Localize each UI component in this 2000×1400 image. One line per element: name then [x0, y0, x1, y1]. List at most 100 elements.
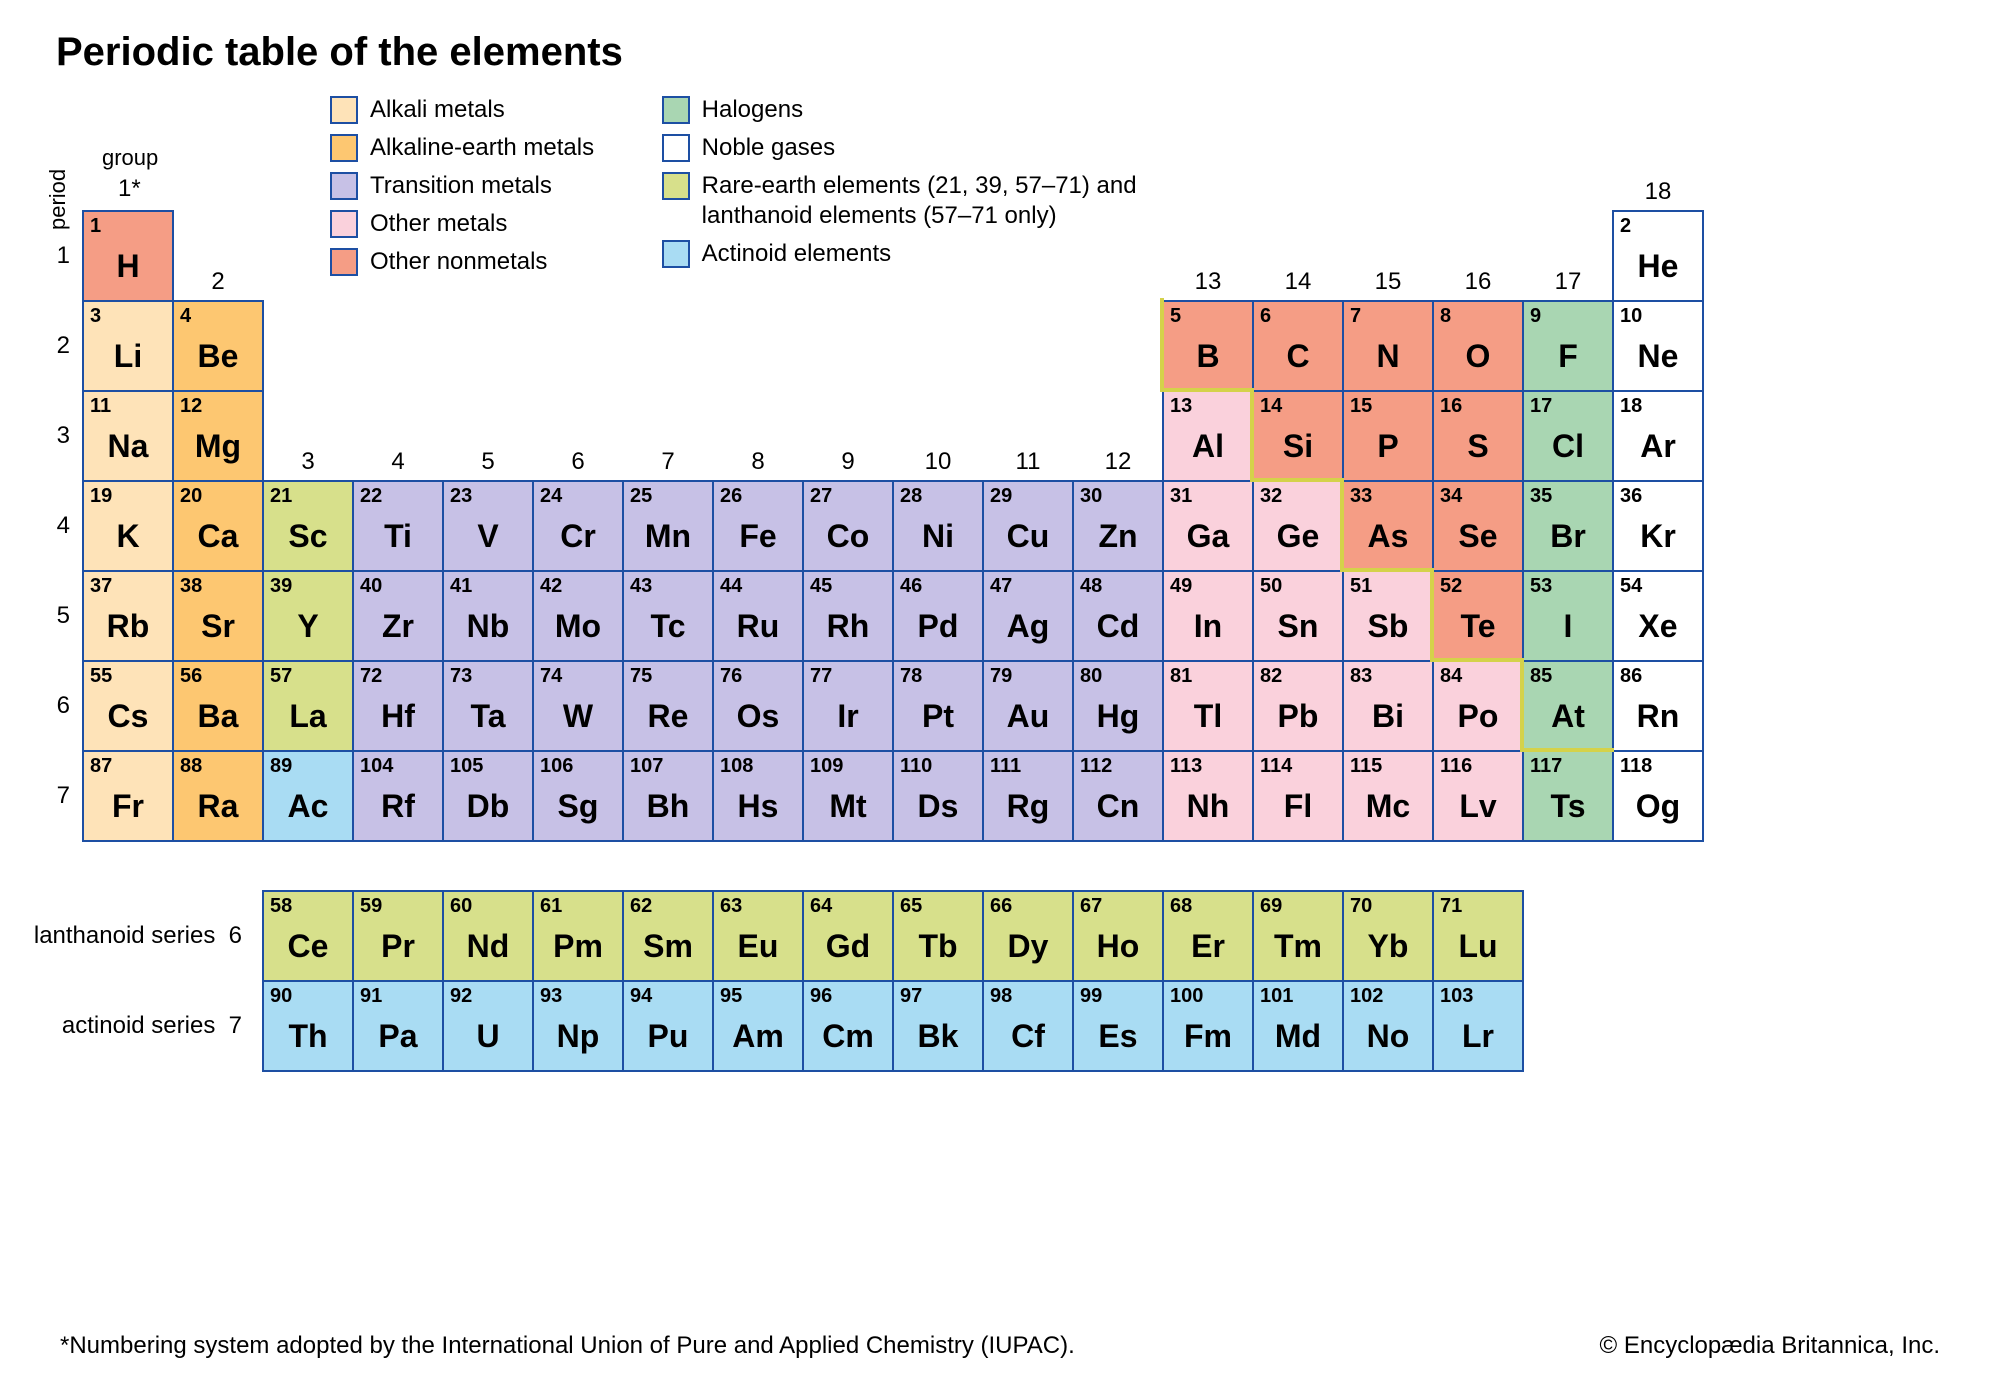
group-label-3: 3 — [262, 448, 354, 476]
element-symbol: Ti — [360, 520, 436, 552]
element-cell-Ru: 44Ru — [712, 570, 804, 662]
element-symbol: Sn — [1260, 610, 1336, 642]
element-symbol: H — [90, 250, 166, 282]
legend-item: Noble gases — [662, 133, 1202, 163]
atomic-number: 54 — [1620, 576, 1696, 596]
atomic-number: 1 — [90, 216, 166, 236]
element-cell-Mt: 109Mt — [802, 750, 894, 842]
group-label-15: 15 — [1342, 268, 1434, 296]
element-symbol: Li — [90, 340, 166, 372]
atomic-number: 102 — [1350, 986, 1426, 1006]
legend-item: Other metals — [330, 209, 655, 239]
element-cell-Y: 39Y — [262, 570, 354, 662]
footer-note: *Numbering system adopted by the Interna… — [60, 1332, 1075, 1360]
element-cell-Md: 101Md — [1252, 980, 1344, 1072]
element-cell-Ar: 18 Ar — [1612, 390, 1704, 482]
element-symbol: Pm — [540, 930, 616, 962]
element-symbol: Y — [270, 610, 346, 642]
element-symbol: At — [1530, 700, 1606, 732]
element-cell-Na: 11Na — [82, 390, 174, 482]
element-symbol: F — [1530, 340, 1606, 372]
element-symbol: I — [1530, 610, 1606, 642]
element-symbol: Sm — [630, 930, 706, 962]
element-symbol: Ar — [1620, 430, 1696, 462]
element-symbol: Ir — [810, 700, 886, 732]
atomic-number: 3 — [90, 306, 166, 326]
atomic-number: 116 — [1440, 756, 1516, 776]
atomic-number: 42 — [540, 576, 616, 596]
atomic-number: 63 — [720, 896, 796, 916]
element-symbol: Ca — [180, 520, 256, 552]
group-label-12: 12 — [1072, 448, 1164, 476]
footer: *Numbering system adopted by the Interna… — [60, 1332, 1940, 1360]
element-symbol: Mo — [540, 610, 616, 642]
atomic-number: 18 — [1620, 396, 1696, 416]
element-symbol: Rn — [1620, 700, 1696, 732]
element-symbol: Ge — [1260, 520, 1336, 552]
element-symbol: Nd — [450, 930, 526, 962]
element-cell-Fr: 87Fr — [82, 750, 174, 842]
element-symbol: Mc — [1350, 790, 1426, 822]
atomic-number: 107 — [630, 756, 706, 776]
element-cell-La: 57La — [262, 660, 354, 752]
atomic-number: 83 — [1350, 666, 1426, 686]
atomic-number: 108 — [720, 756, 796, 776]
element-symbol: Er — [1170, 930, 1246, 962]
element-cell-B: 5B — [1162, 300, 1254, 392]
element-cell-W: 74W — [532, 660, 624, 752]
element-symbol: Re — [630, 700, 706, 732]
element-symbol: Dy — [990, 930, 1066, 962]
element-cell-Hs: 108 Hs — [712, 750, 804, 842]
element-symbol: Hs — [720, 790, 796, 822]
element-cell-Re: 75Re — [622, 660, 714, 752]
element-symbol: V — [450, 520, 526, 552]
legend-swatch — [330, 248, 358, 276]
element-symbol: Rg — [990, 790, 1066, 822]
atomic-number: 52 — [1440, 576, 1516, 596]
element-cell-Ir: 77 Ir — [802, 660, 894, 752]
atomic-number: 80 — [1080, 666, 1156, 686]
element-cell-Bk: 97Bk — [892, 980, 984, 1072]
element-cell-Tc: 43Tc — [622, 570, 714, 662]
element-symbol: He — [1620, 250, 1696, 282]
atomic-number: 29 — [990, 486, 1066, 506]
legend-item: Alkali metals — [330, 95, 655, 125]
element-cell-Ne: 10Ne — [1612, 300, 1704, 392]
element-symbol: Mn — [630, 520, 706, 552]
element-cell-Ra: 88Ra — [172, 750, 264, 842]
atomic-number: 4 — [180, 306, 256, 326]
atomic-number: 105 — [450, 756, 526, 776]
atomic-number: 58 — [270, 896, 346, 916]
element-cell-Ti: 22Ti — [352, 480, 444, 572]
element-symbol: Fl — [1260, 790, 1336, 822]
element-symbol: Po — [1440, 700, 1516, 732]
atomic-number: 77 — [810, 666, 886, 686]
element-cell-Ca: 20Ca — [172, 480, 264, 572]
group-label-8: 8 — [712, 448, 804, 476]
legend-swatch — [330, 172, 358, 200]
element-symbol: Bk — [900, 1020, 976, 1052]
legend-item: Halogens — [662, 95, 1202, 125]
element-cell-As: 33As — [1342, 480, 1434, 572]
series-label: lanthanoid series 6 — [32, 922, 242, 950]
atomic-number: 21 — [270, 486, 346, 506]
element-symbol: Pa — [360, 1020, 436, 1052]
period-label-2: 2 — [46, 332, 70, 360]
atomic-number: 9 — [1530, 306, 1606, 326]
element-symbol: Cf — [990, 1020, 1066, 1052]
element-symbol: Nh — [1170, 790, 1246, 822]
element-symbol: Cl — [1530, 430, 1606, 462]
atomic-number: 31 — [1170, 486, 1246, 506]
legend-label: Noble gases — [702, 133, 1202, 163]
group-label-18: 18 — [1612, 178, 1704, 206]
element-cell-Hg: 80Hg — [1072, 660, 1164, 752]
element-cell-Se: 34Se — [1432, 480, 1524, 572]
atomic-number: 64 — [810, 896, 886, 916]
element-cell-Ts: 117Ts — [1522, 750, 1614, 842]
element-symbol: Kr — [1620, 520, 1696, 552]
group-label-17: 17 — [1522, 268, 1614, 296]
element-symbol: Pu — [630, 1020, 706, 1052]
element-symbol: Yb — [1350, 930, 1426, 962]
element-cell-Mn: 25Mn — [622, 480, 714, 572]
atomic-number: 13 — [1170, 396, 1246, 416]
